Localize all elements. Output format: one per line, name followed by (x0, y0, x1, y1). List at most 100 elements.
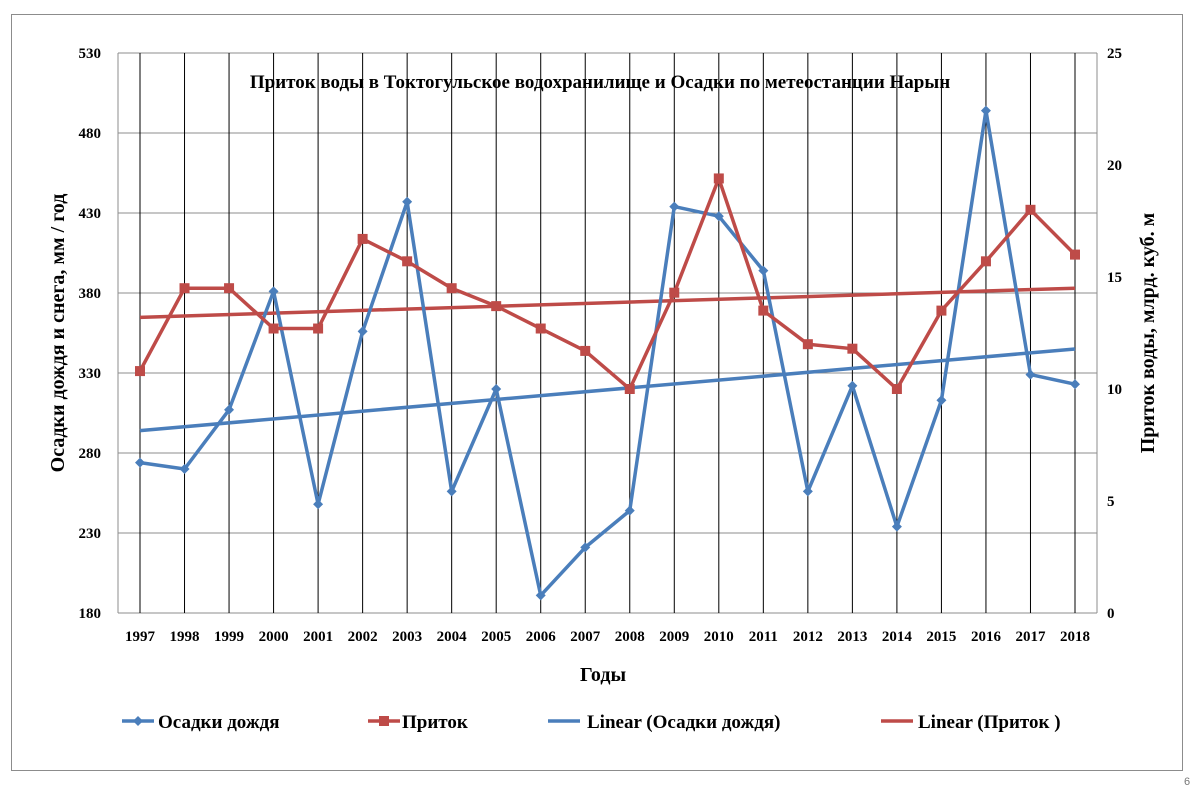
x-tick-label: 2014 (882, 629, 913, 645)
legend-label: Приток (402, 712, 468, 733)
right-tick-label: 10 (1107, 382, 1122, 398)
data-point (1070, 379, 1080, 390)
data-point (446, 486, 457, 497)
trendline (139, 286, 1076, 320)
x-tick-label: 2009 (659, 629, 689, 645)
data-point (802, 339, 813, 350)
x-tick-label: 2013 (837, 629, 867, 645)
x-tick-label: 2006 (526, 629, 557, 645)
data-point (1070, 249, 1080, 260)
left-axis-ticks: 180 230 280 330 380 430 480 530 (79, 46, 102, 622)
data-point (669, 287, 680, 298)
left-tick-label: 480 (79, 126, 102, 142)
right-tick-label: 0 (1107, 606, 1115, 622)
data-point (580, 542, 591, 553)
data-point (802, 486, 813, 497)
data-point (268, 286, 279, 297)
data-point (224, 283, 235, 294)
trendline (139, 347, 1076, 433)
data-point (135, 457, 145, 468)
x-tick-label: 1998 (170, 629, 200, 645)
legend: Осадки дождя Приток Linear (Осадки дождя) L… (122, 712, 1061, 733)
legend-label: Linear (Приток ) (918, 712, 1061, 733)
x-tick-label: 2017 (1015, 629, 1046, 645)
data-point (847, 343, 858, 354)
x-tick-label: 2003 (392, 629, 422, 645)
data-point (491, 384, 502, 394)
data-point (891, 521, 902, 532)
x-tick-label: 1997 (125, 629, 156, 645)
data-point (891, 384, 902, 394)
data-point (446, 283, 457, 294)
right-tick-label: 20 (1107, 158, 1122, 174)
data-point (980, 256, 991, 267)
right-tick-label: 15 (1107, 270, 1122, 286)
x-tick-label: 2004 (437, 629, 468, 645)
x-tick-label: 1999 (214, 629, 244, 645)
left-tick-label: 380 (79, 286, 102, 302)
legend-label: Linear (Осадки дождя) (587, 712, 780, 733)
legend-label: Осадки дождя (158, 712, 280, 733)
data-point (313, 499, 324, 510)
data-point (624, 384, 635, 394)
x-axis-ticks: 1997 1998 1999 2000 2001 2002 2003 2004 2005 2006… (125, 629, 1090, 645)
data-point (669, 201, 680, 212)
trendlines (139, 286, 1076, 433)
data-point (980, 105, 991, 116)
left-tick-label: 330 (79, 366, 102, 382)
data-point (179, 283, 190, 294)
x-axis-label: Годы (580, 664, 627, 686)
x-tick-label: 2000 (259, 629, 289, 645)
data-point (936, 395, 947, 406)
x-tick-label: 2015 (926, 629, 956, 645)
data-point (535, 590, 546, 601)
data-point (1025, 369, 1036, 380)
data-point (357, 326, 368, 337)
data-point (535, 323, 546, 334)
left-tick-label: 430 (79, 206, 102, 222)
chart-title: Приток воды в Токтогульское водохранилищ… (250, 72, 950, 93)
data-point (224, 404, 235, 415)
x-tick-label: 2005 (481, 629, 511, 645)
left-tick-label: 530 (79, 46, 102, 62)
x-tick-label: 2012 (793, 629, 823, 645)
x-tick-label: 2008 (615, 629, 645, 645)
legend-marker (379, 716, 389, 726)
right-axis-label: Приток воды, млрд. куб. м (1137, 213, 1159, 454)
right-tick-label: 25 (1107, 46, 1122, 62)
left-tick-label: 230 (79, 526, 102, 542)
right-tick-label: 5 (1107, 494, 1115, 510)
chart-frame (11, 14, 1183, 771)
data-point (135, 366, 145, 377)
data-point (713, 173, 724, 184)
data-point (179, 464, 190, 474)
x-tick-label: 2011 (749, 629, 778, 645)
x-tick-label: 2007 (570, 629, 601, 645)
x-tick-label: 2001 (303, 629, 333, 645)
x-tick-label: 2016 (971, 629, 1002, 645)
data-point (758, 305, 769, 316)
data-point (758, 265, 769, 276)
series-line (138, 176, 1077, 391)
data-point (357, 233, 368, 244)
x-tick-label: 2018 (1060, 629, 1090, 645)
left-tick-label: 180 (79, 606, 102, 622)
data-point (713, 211, 724, 222)
data-point (847, 380, 858, 391)
data-point (580, 345, 591, 356)
data-point (491, 301, 502, 312)
corner-mark: 6 (1184, 776, 1191, 788)
data-point (402, 196, 413, 207)
series-lines (135, 105, 1080, 601)
data-point (268, 323, 279, 334)
series-line (139, 108, 1076, 598)
x-tick-label: 2010 (704, 629, 734, 645)
left-axis-label: Осадки дождя и снега, мм / год (47, 194, 69, 473)
data-point (936, 305, 947, 316)
data-point (313, 323, 324, 334)
data-point (1025, 204, 1036, 215)
right-axis-ticks: 0 5 10 15 20 25 (1107, 46, 1122, 622)
x-tick-label: 2002 (348, 629, 378, 645)
data-point (402, 256, 413, 267)
